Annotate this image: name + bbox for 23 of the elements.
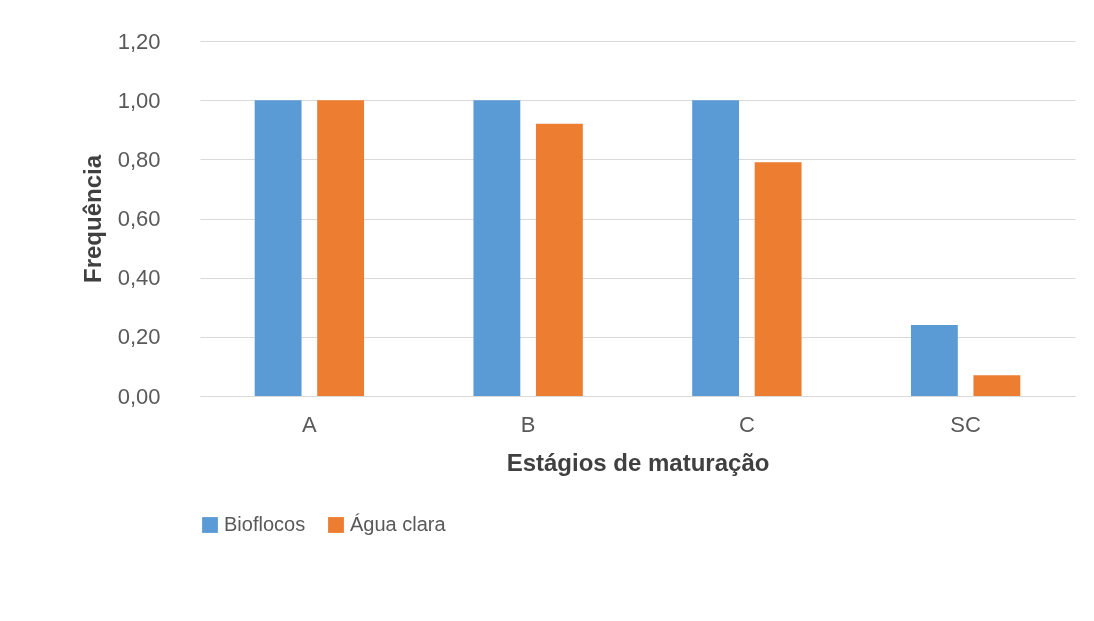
y-tick-label: 0,20 bbox=[117, 324, 161, 350]
y-tick-label: 0,80 bbox=[117, 146, 161, 172]
bar bbox=[254, 100, 302, 396]
bar bbox=[535, 123, 583, 396]
legend-label: Água clara bbox=[350, 513, 447, 535]
y-tick-label: 1,00 bbox=[117, 87, 161, 113]
x-tick-label: SC bbox=[950, 411, 982, 437]
bar bbox=[473, 100, 521, 396]
y-tick-label: 0,60 bbox=[117, 206, 161, 231]
bar bbox=[973, 375, 1021, 396]
bar bbox=[754, 162, 802, 396]
x-tick-label: B bbox=[520, 411, 536, 437]
legend-label: Bioflocos bbox=[224, 513, 306, 535]
x-tick-label: C bbox=[738, 411, 755, 437]
bar bbox=[910, 325, 958, 396]
x-tick-label: A bbox=[302, 411, 318, 437]
y-tick-label: 1,20 bbox=[117, 28, 161, 54]
y-axis-title: Frequência bbox=[78, 154, 106, 284]
y-tick-label: 0,40 bbox=[117, 265, 161, 291]
y-tick-label: 0,00 bbox=[117, 383, 161, 409]
x-axis-title: Estágios de maturação bbox=[506, 448, 770, 476]
bar bbox=[317, 100, 365, 396]
bar bbox=[692, 100, 740, 396]
